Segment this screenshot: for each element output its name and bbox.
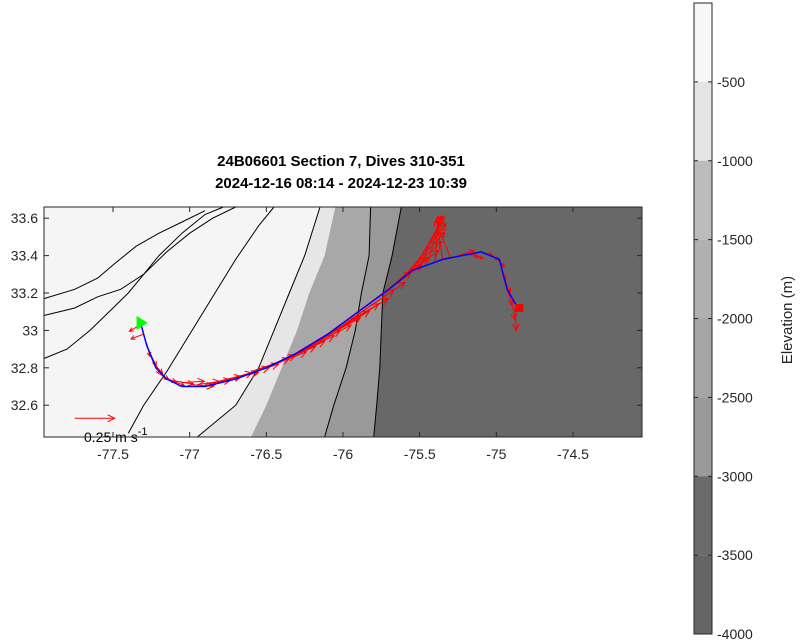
current-vector — [512, 307, 520, 332]
bathymetry-zone-deep — [373, 207, 642, 437]
y-tick-label: 33 — [22, 322, 38, 338]
current-vectors — [128, 214, 520, 390]
x-axis: -77.5 -77 -76.5 -76 -75.5 -75 -74.5 — [97, 207, 589, 462]
x-tick-label: -75.5 — [404, 446, 436, 462]
colorbar-tick-label: -2000 — [717, 311, 753, 327]
colorbar-band — [694, 160, 712, 240]
scale-arrow — [74, 414, 116, 423]
colorbar-band — [694, 239, 712, 319]
map-plot-area: 0.25 m s-1 — [43, 206, 643, 445]
x-tick-label: -75 — [486, 446, 506, 462]
colorbar-tick-label: -2500 — [717, 389, 753, 405]
colorbar-tick-label: -3500 — [717, 547, 753, 563]
bathymetry-zones — [44, 207, 642, 437]
current-vector — [335, 297, 390, 331]
plot-title-line2: 2024-12-16 08:14 - 2024-12-23 10:39 — [215, 175, 467, 192]
y-tick-label: 32.8 — [11, 360, 38, 376]
colorbar-band — [694, 318, 712, 398]
colorbar-band — [694, 476, 712, 556]
current-vector — [403, 222, 447, 279]
glider-track — [139, 251, 519, 388]
colorbar-tick-label: -1500 — [717, 232, 753, 248]
colorbar-band — [694, 81, 712, 161]
colorbar-band — [694, 555, 712, 634]
y-tick-label: 33.4 — [11, 248, 38, 264]
colorbar-band — [694, 3, 712, 82]
depth-contour — [43, 210, 206, 300]
current-vector — [473, 253, 484, 260]
y-axis: 32.6 32.8 33 33.2 33.4 33.6 — [11, 210, 642, 413]
current-vector — [181, 377, 206, 386]
depth-contour — [324, 206, 372, 438]
scale-label: 0.25 m s-1 — [84, 426, 147, 445]
x-tick-label: -74.5 — [557, 446, 589, 462]
x-tick-label: -77.5 — [97, 446, 129, 462]
x-tick-label: -76 — [333, 446, 353, 462]
current-vector — [436, 224, 451, 258]
colorbar-tick-label: -1000 — [717, 153, 753, 169]
y-tick-label: 32.6 — [11, 397, 38, 413]
current-vector — [319, 310, 371, 341]
current-vector — [350, 281, 406, 320]
x-tick-label: -76.5 — [250, 446, 282, 462]
colorbar-tick-label: -500 — [717, 74, 745, 90]
y-tick-label: 33.2 — [11, 285, 38, 301]
depth-contours — [43, 206, 402, 438]
scale-vector — [74, 414, 116, 423]
current-vector — [129, 333, 144, 340]
plot-title-line1: 24B06601 Section 7, Dives 310-351 — [217, 153, 465, 170]
x-tick-label: -77 — [180, 446, 200, 462]
depth-contour — [43, 206, 236, 359]
bathymetry-zone-slope-mid — [251, 207, 371, 437]
scale-label-exponent: -1 — [138, 426, 148, 438]
bathymetry-zone-slope-lower — [324, 207, 402, 437]
y-tick-label: 33.6 — [11, 210, 38, 226]
colorbar-tick-label: -3000 — [717, 468, 753, 484]
colorbar-tick-label: -4000 — [717, 626, 753, 642]
current-vector — [510, 300, 518, 321]
colorbar-label: Elevation (m) — [779, 276, 796, 364]
end-marker — [515, 303, 524, 312]
depth-contour — [127, 206, 275, 434]
colorbar-band — [694, 397, 712, 477]
depth-contour — [196, 206, 321, 438]
colorbar: -500 -1000 -1500 -2000 -2500 -3000 -3500 -4000 — [693, 2, 753, 642]
depth-contour — [373, 206, 402, 438]
bathymetry-zone-slope-upper — [197, 207, 336, 437]
start-marker — [136, 315, 148, 330]
